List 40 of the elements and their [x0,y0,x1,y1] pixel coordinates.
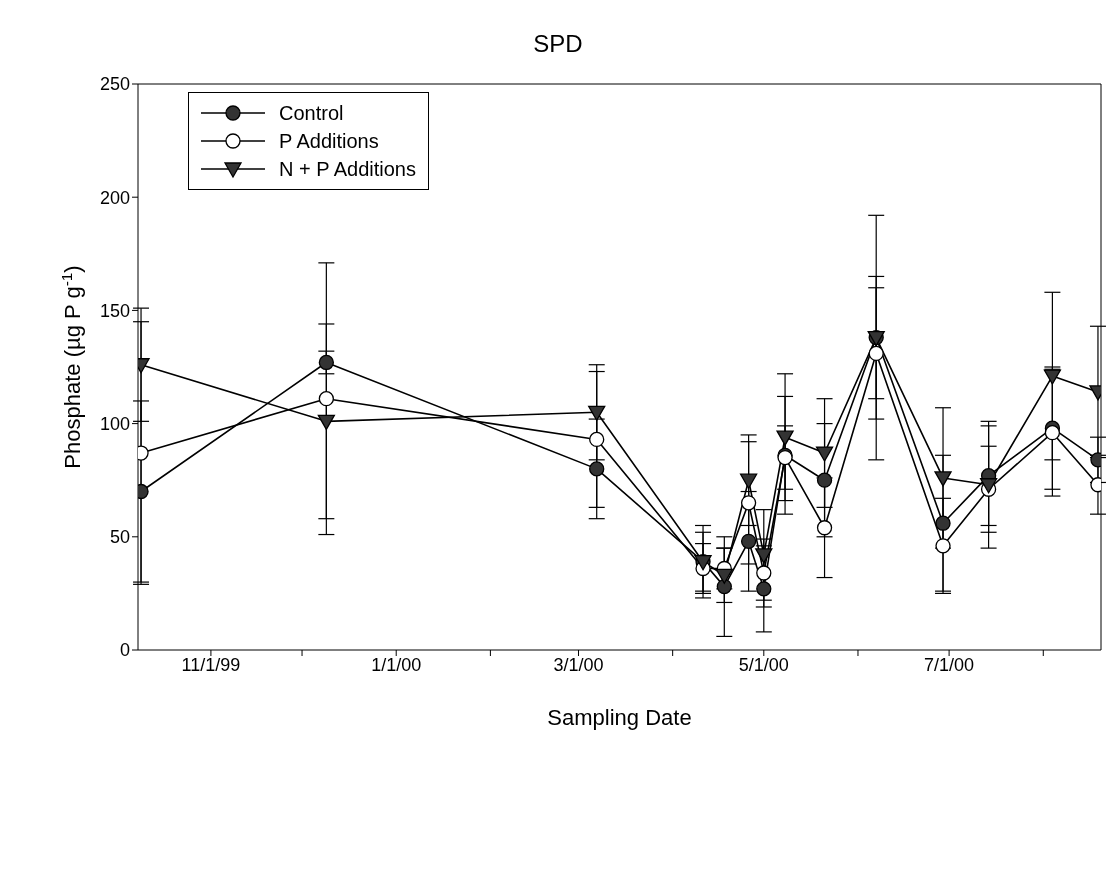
y-tick-label: 150 [99,300,130,321]
y-tick-label: 50 [109,527,130,548]
point [716,578,732,595]
point [755,548,773,564]
point [715,568,733,584]
y-tick-label: 100 [99,413,130,434]
x-tick-label: 3/1/00 [553,654,604,675]
legend-label: P Additions [279,129,379,153]
x-tick-label: 5/1/00 [738,654,789,675]
x-tick-label: 1/1/00 [371,654,422,675]
point [935,515,951,531]
legend-label: Control [279,101,344,125]
x-tick-label: 7/1/00 [924,654,975,675]
point [776,430,794,446]
legend-label: N + P Additions [279,157,416,181]
point [1044,425,1061,441]
point [934,471,952,487]
point [756,581,772,597]
point [318,391,334,407]
point [740,495,757,511]
point [588,405,606,421]
point [815,446,834,462]
x-axis-title: Sampling Date [547,705,692,730]
x-tick-label: 11/1/99 [181,654,241,675]
point [317,414,335,430]
point [589,431,605,448]
point [589,461,605,477]
point [935,538,951,554]
point [816,520,833,536]
point [756,565,772,581]
point [739,473,758,489]
chart-title: SPD [532,30,584,58]
point [740,533,757,549]
point [318,354,334,371]
point [816,472,833,488]
point [1043,369,1062,385]
point [868,345,884,362]
y-tick-label: 250 [99,74,130,95]
y-tick-label: 200 [99,187,130,208]
y-tick-label: 0 [119,640,130,661]
